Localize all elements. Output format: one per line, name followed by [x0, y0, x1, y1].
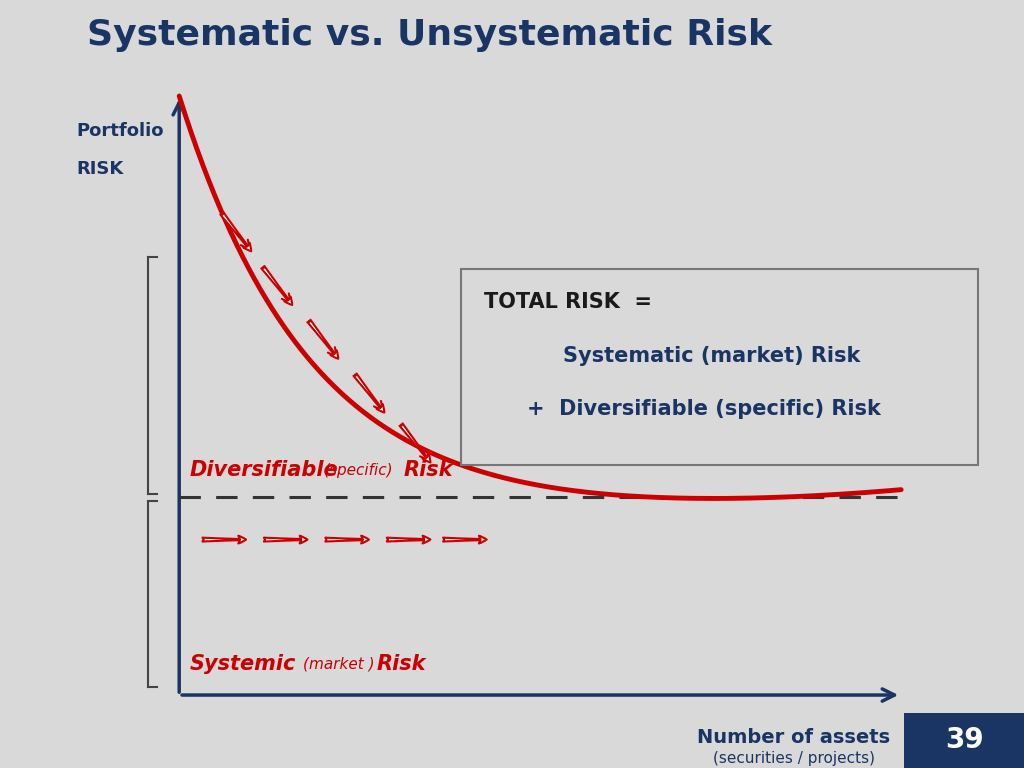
Text: Diversifiable: Diversifiable	[189, 461, 338, 481]
Text: Portfolio: Portfolio	[77, 121, 164, 140]
Text: Systematic (market) Risk: Systematic (market) Risk	[563, 346, 860, 366]
FancyBboxPatch shape	[461, 269, 978, 465]
Text: Systematic vs. Unsystematic Risk: Systematic vs. Unsystematic Risk	[87, 18, 772, 51]
Text: (securities / projects): (securities / projects)	[713, 751, 874, 766]
Text: Risk: Risk	[377, 654, 426, 674]
Text: (market ): (market )	[303, 657, 375, 672]
Text: Systemic: Systemic	[189, 654, 296, 674]
Text: Risk: Risk	[403, 461, 453, 481]
Text: RISK: RISK	[77, 160, 124, 178]
FancyBboxPatch shape	[904, 713, 1024, 768]
Text: Number of assets: Number of assets	[697, 728, 890, 746]
Text: TOTAL RISK  =: TOTAL RISK =	[484, 292, 652, 312]
Text: +  Diversifiable (specific) Risk: + Diversifiable (specific) Risk	[527, 399, 882, 419]
Text: 39: 39	[945, 727, 984, 754]
Text: (specific): (specific)	[324, 463, 393, 478]
